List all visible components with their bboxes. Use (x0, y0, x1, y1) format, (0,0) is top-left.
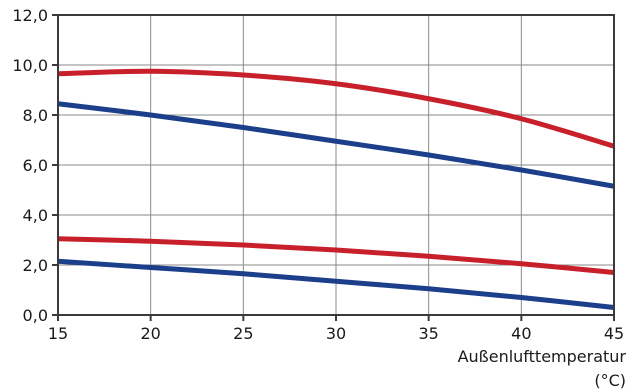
x-tick-label: 35 (418, 324, 438, 343)
y-tick-label: 0,0 (23, 306, 48, 325)
y-tick-label: 10,0 (12, 56, 48, 75)
y-tick-label: 6,0 (23, 156, 48, 175)
y-tick-label: 8,0 (23, 106, 48, 125)
x-tick-label: 20 (140, 324, 160, 343)
x-axis-title: Außenlufttemperatur (458, 347, 627, 366)
x-tick-label: 45 (604, 324, 624, 343)
x-axis: 15 20 25 30 35 40 45 (48, 315, 624, 343)
series-line-1 (57, 68, 615, 149)
series-line-2 (57, 101, 615, 189)
series-line-3 (57, 236, 615, 275)
x-tick-label: 30 (326, 324, 346, 343)
y-tick-label: 2,0 (23, 256, 48, 275)
y-tick-label: 4,0 (23, 206, 48, 225)
series-line-4 (57, 258, 615, 310)
y-tick-label: 12,0 (12, 6, 48, 25)
x-tick-label: 40 (511, 324, 531, 343)
grid (58, 15, 614, 315)
x-axis-unit: (°C) (594, 371, 626, 390)
x-tick-label: 25 (233, 324, 253, 343)
y-axis: 0,0 2,0 4,0 6,0 8,0 10,0 12,0 (12, 6, 58, 325)
x-tick-label: 15 (48, 324, 68, 343)
series-group (57, 68, 615, 310)
